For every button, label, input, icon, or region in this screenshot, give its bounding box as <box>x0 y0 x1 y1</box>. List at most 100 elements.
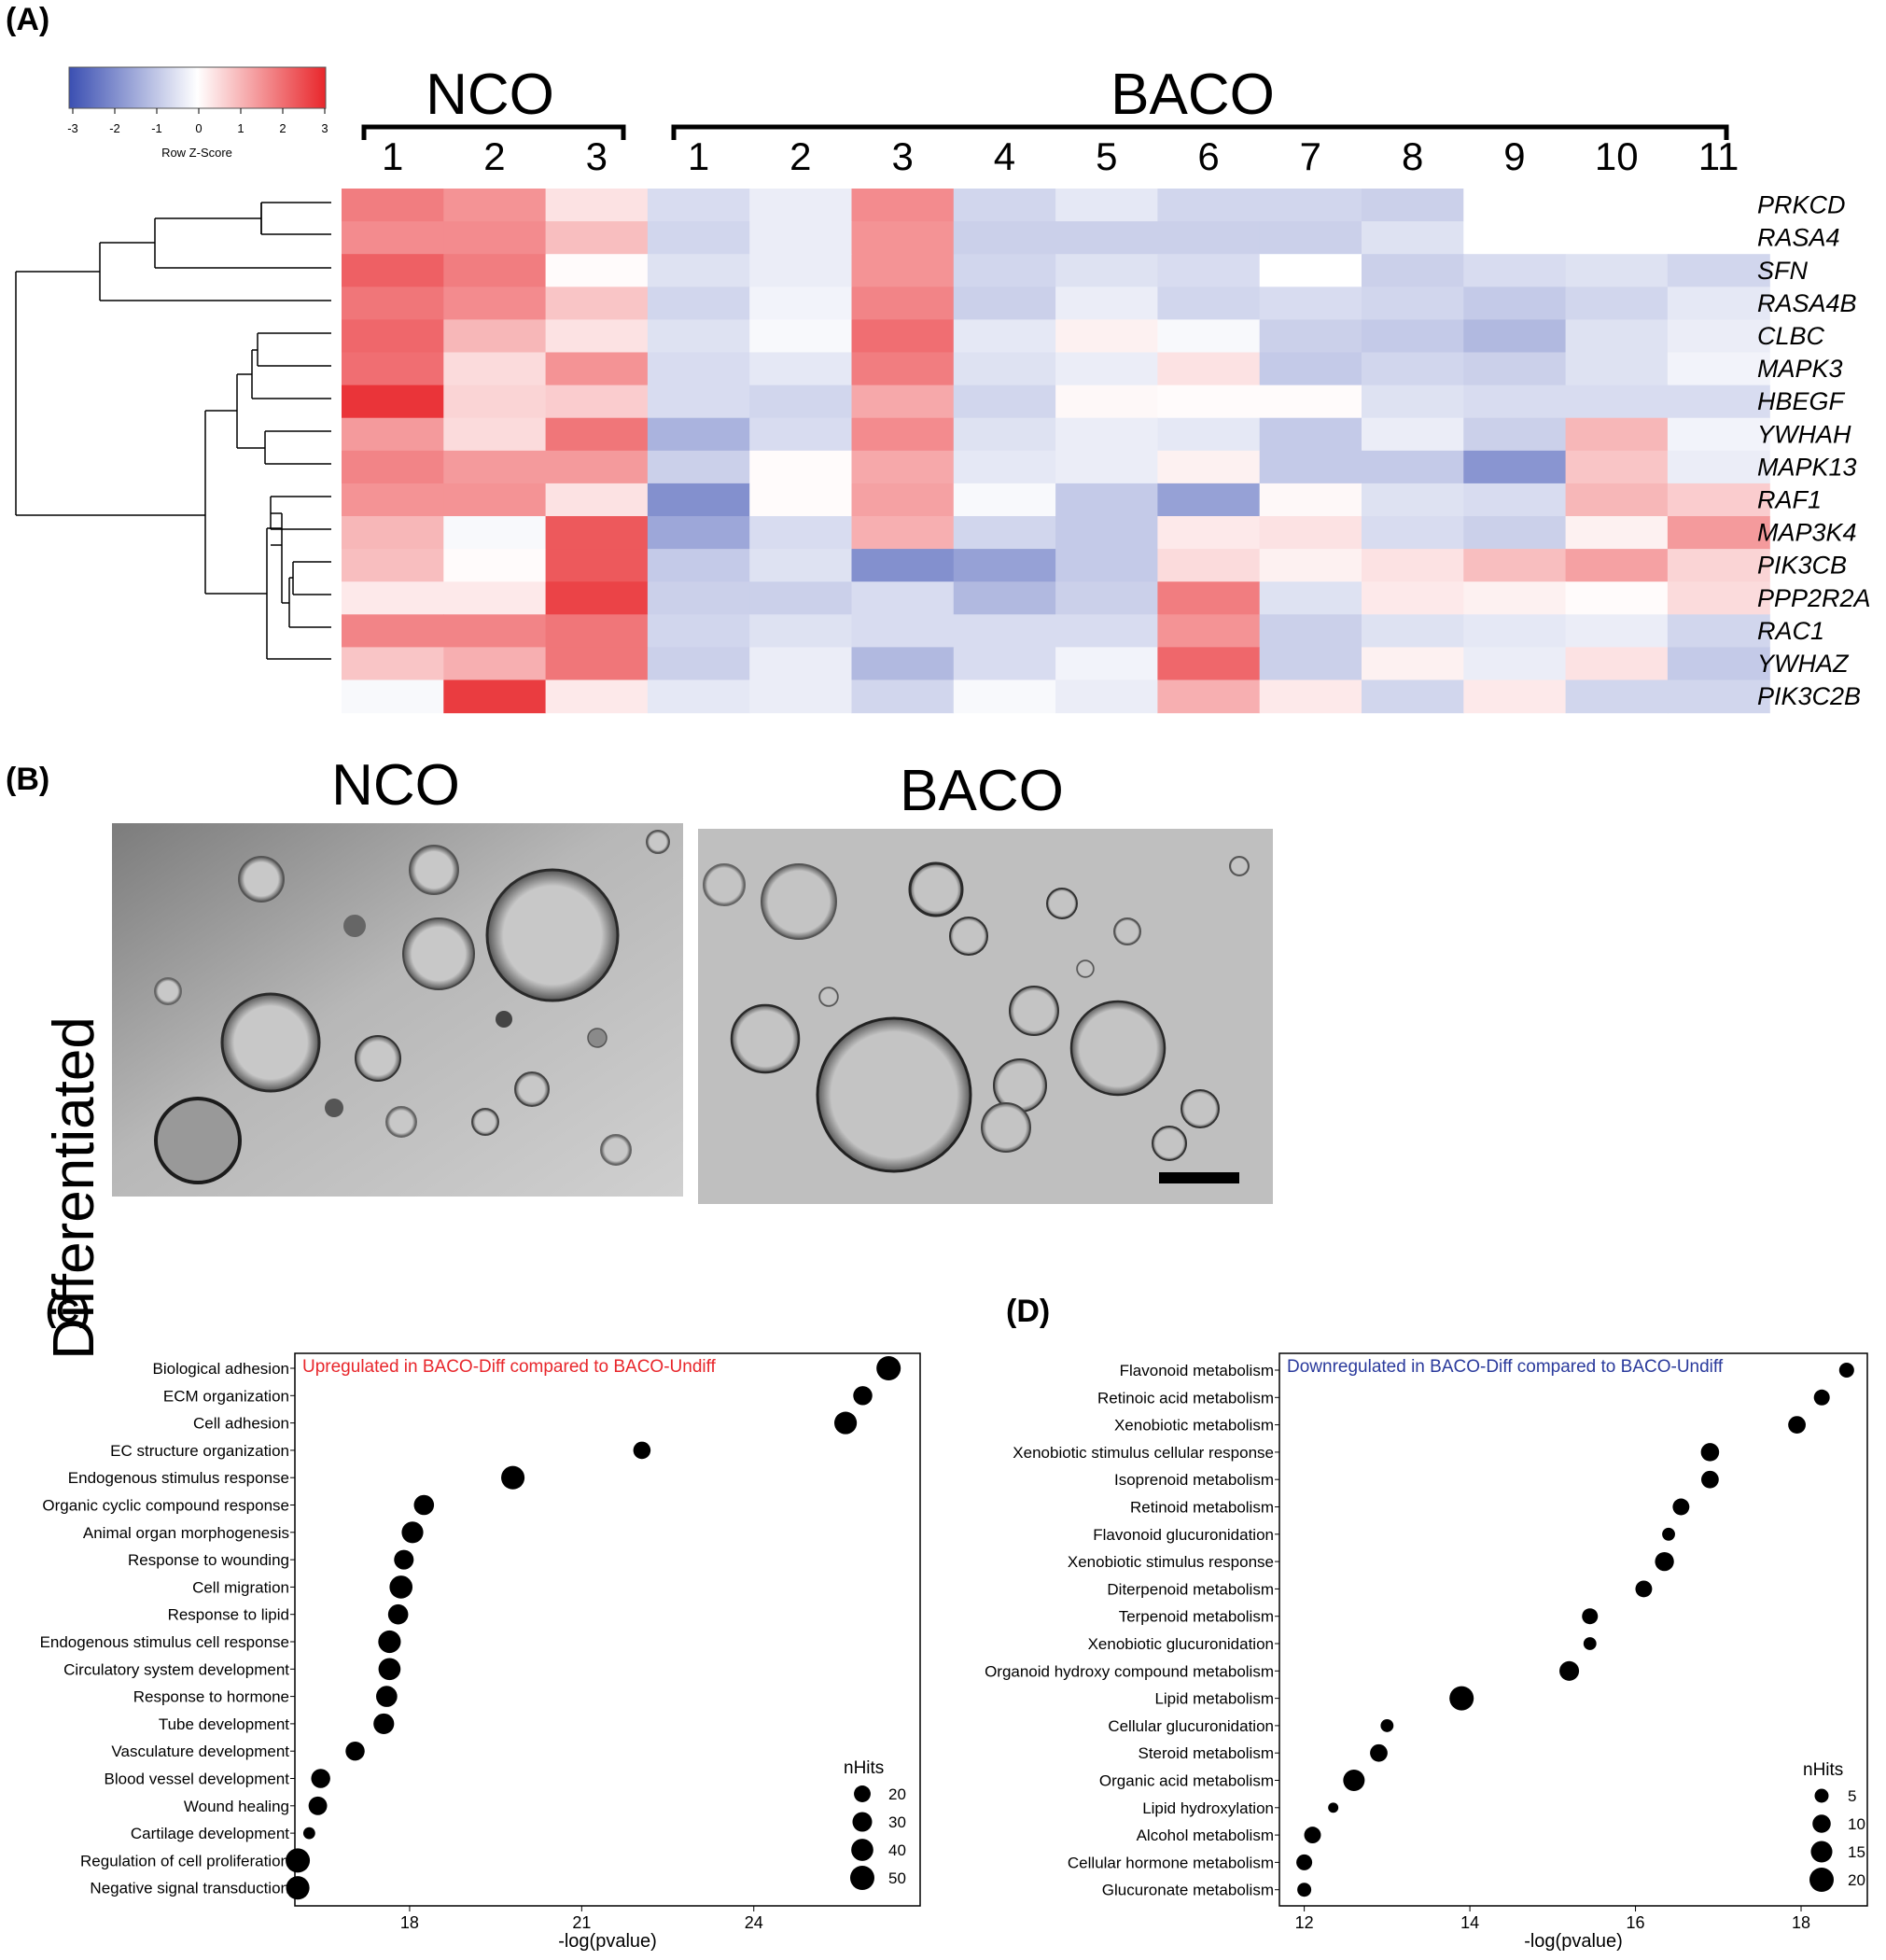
category-label: Blood vessel development <box>105 1771 290 1788</box>
heatmap-cell <box>1157 614 1261 648</box>
data-point <box>633 1441 651 1460</box>
heatmap-cell <box>443 516 547 550</box>
heatmap-cell <box>1259 254 1362 287</box>
sample-label: 4 <box>994 134 1015 178</box>
heatmap-cell <box>1667 319 1770 354</box>
heatmap-cell <box>1362 254 1464 287</box>
data-point <box>1701 1470 1719 1489</box>
data-point <box>1304 1827 1321 1844</box>
heatmap-cell <box>545 254 649 287</box>
gene-label: RAF1 <box>1757 485 1822 513</box>
category-label: Diterpenoid metabolism <box>1107 1580 1274 1598</box>
x-axis-label: -log(pvalue) <box>1524 1931 1623 1952</box>
category-label: Response to wounding <box>128 1551 289 1569</box>
data-point <box>501 1465 525 1490</box>
category-label: Organoid hydroxy compound metabolism <box>985 1662 1274 1680</box>
heatmap-cell <box>1667 581 1770 615</box>
heatmap-cell <box>1362 647 1464 681</box>
heatmap-cell <box>1259 319 1362 354</box>
data-point <box>1449 1686 1474 1711</box>
heatmap-cell <box>1055 189 1158 222</box>
micrograph-baco <box>698 829 1273 1204</box>
category-label: Endogenous stimulus cell response <box>40 1633 289 1651</box>
plot-frame <box>294 1352 921 1907</box>
heatmap-cell <box>953 221 1056 255</box>
heatmap-cell <box>1565 483 1669 517</box>
heatmap-cell <box>1463 679 1567 714</box>
heatmap-cell <box>647 581 750 615</box>
heatmap-cell <box>1055 287 1158 320</box>
heatmap-cell <box>1463 549 1567 582</box>
heatmap-cell <box>545 614 649 648</box>
category-label: Xenobiotic stimulus response <box>1068 1553 1274 1571</box>
heatmap-cell <box>1362 450 1464 484</box>
legend-dot <box>851 1839 873 1861</box>
color-key-tick-label: 0 <box>195 121 202 135</box>
heatmap-cell <box>1667 450 1770 484</box>
heatmap-cell <box>953 417 1056 452</box>
heatmap-cell <box>1667 679 1770 714</box>
category-label: Xenobiotic stimulus cellular response <box>1013 1444 1274 1462</box>
heatmap-cell <box>647 352 750 386</box>
heatmap-cell <box>1667 385 1770 419</box>
heatmap-cell <box>1463 189 1567 222</box>
legend-label: 10 <box>1848 1815 1865 1833</box>
plot-title: Upregulated in BACO-Diff compared to BAC… <box>302 1357 717 1377</box>
heatmap-cell <box>1157 385 1261 419</box>
heatmap-cell <box>1055 254 1158 287</box>
data-point <box>1813 1389 1830 1406</box>
sample-label: 1 <box>382 134 403 178</box>
heatmap-cell <box>647 450 750 484</box>
data-point <box>308 1796 328 1815</box>
category-label: Animal organ morphogenesis <box>83 1524 289 1542</box>
data-point <box>1635 1580 1653 1598</box>
data-point <box>1700 1443 1720 1462</box>
micrograph-label-nco: NCO <box>331 753 460 818</box>
x-axis-label: -log(pvalue) <box>558 1931 657 1952</box>
gene-label: PPP2R2A <box>1757 584 1871 612</box>
legend-label: 50 <box>888 1869 906 1887</box>
category-label: ECM organization <box>163 1387 289 1405</box>
data-point <box>1838 1362 1854 1379</box>
sample-label: 11 <box>1698 134 1739 178</box>
heatmap-cell <box>749 549 853 582</box>
heatmap-cell <box>851 319 955 354</box>
x-tick-label: 21 <box>572 1913 591 1932</box>
heatmap-cell <box>749 189 853 222</box>
heatmap-cell <box>1667 221 1770 255</box>
category-label: Vasculature development <box>111 1743 289 1760</box>
heatmap-cell <box>1463 647 1567 681</box>
heatmap-cell <box>1565 516 1669 550</box>
heatmap-cell <box>1259 614 1362 648</box>
category-label: Glucuronate metabolism <box>1102 1882 1274 1899</box>
heatmap-cell <box>953 287 1056 320</box>
heatmap-cell <box>1463 483 1567 517</box>
color-key-tick-label: -3 <box>67 121 78 135</box>
category-label: Negative signal transduction <box>90 1880 289 1897</box>
heatmap-cell <box>342 450 444 484</box>
heatmap-cell <box>545 189 649 222</box>
heatmap-grid <box>342 189 1770 714</box>
heatmap-cell <box>443 647 547 681</box>
data-point <box>378 1630 401 1654</box>
legend-dot <box>1814 1788 1829 1803</box>
data-point <box>394 1549 414 1570</box>
heatmap-cell <box>749 614 853 648</box>
heatmap-cell <box>1565 287 1669 320</box>
sample-label: 2 <box>789 134 811 178</box>
micrograph-nco-image <box>112 823 683 1197</box>
heatmap-cell <box>1055 385 1158 419</box>
heatmap-cell <box>1463 450 1567 484</box>
heatmap-cell <box>851 450 955 484</box>
heatmap-cell <box>1055 581 1158 615</box>
color-key-tick-label: -2 <box>109 121 120 135</box>
legend-title: nHits <box>844 1758 884 1778</box>
heatmap-cell <box>1157 483 1261 517</box>
heatmap-cell <box>1259 549 1362 582</box>
heatmap-cell <box>1565 417 1669 452</box>
heatmap-cell <box>545 221 649 255</box>
x-tick-label: 24 <box>745 1913 763 1932</box>
heatmap-cell <box>545 287 649 320</box>
heatmap-cell <box>749 581 853 615</box>
data-point <box>1662 1527 1675 1541</box>
